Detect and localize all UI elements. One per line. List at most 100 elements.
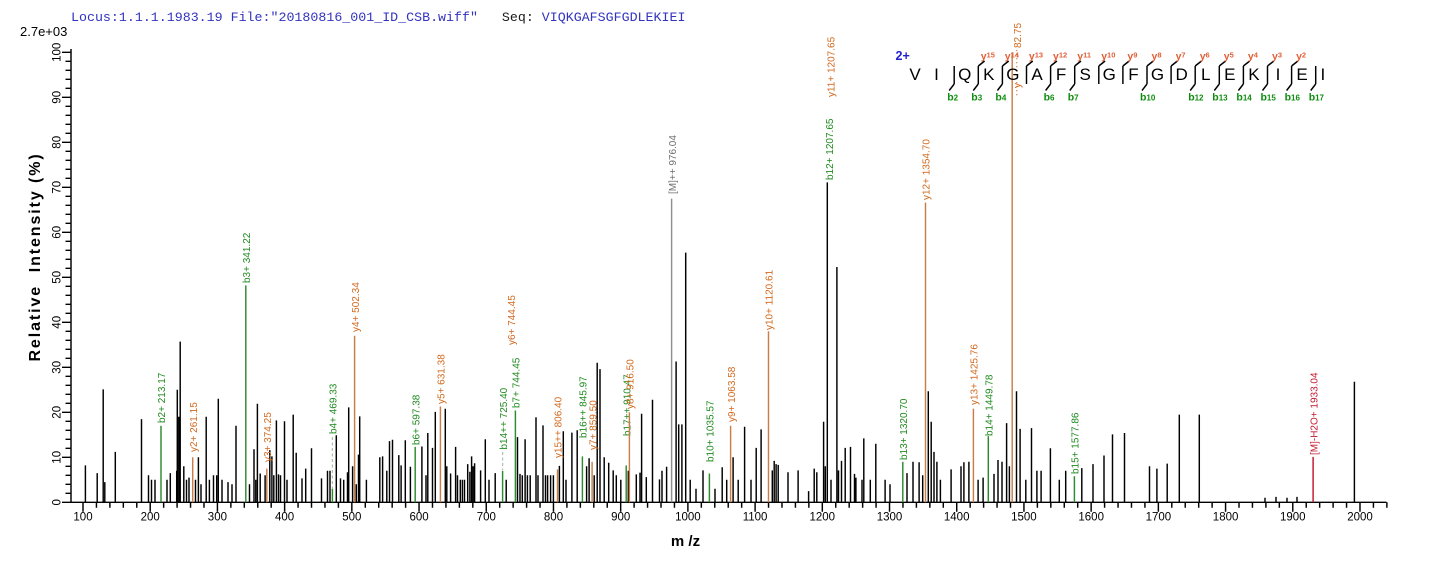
svg-text:400: 400 xyxy=(275,512,294,524)
svg-text:b13: b13 xyxy=(1212,92,1228,104)
svg-text:b17: b17 xyxy=(1309,92,1325,104)
svg-text:y3: y3 xyxy=(1272,51,1282,63)
svg-text:y9: y9 xyxy=(1127,51,1137,63)
svg-text:E: E xyxy=(1224,65,1235,84)
svg-text:b14+ 1449.78: b14+ 1449.78 xyxy=(985,374,996,436)
svg-text:1600: 1600 xyxy=(1078,512,1104,524)
svg-text:30: 30 xyxy=(52,361,64,374)
svg-text:y12: y12 xyxy=(1053,51,1067,63)
svg-text:b16: b16 xyxy=(1285,92,1301,104)
svg-text:G: G xyxy=(1006,65,1019,84)
svg-text:y7: y7 xyxy=(1176,51,1186,63)
svg-text:b17++ 910.47: b17++ 910.47 xyxy=(622,374,633,436)
svg-text:b7+ 744.45: b7+ 744.45 xyxy=(512,357,523,408)
svg-text:b10+ 1035.57: b10+ 1035.57 xyxy=(706,400,717,462)
svg-text:500: 500 xyxy=(342,512,361,524)
svg-text:1700: 1700 xyxy=(1146,512,1172,524)
svg-text:A: A xyxy=(1031,65,1043,84)
svg-text:y5: y5 xyxy=(1224,51,1234,63)
svg-text:200: 200 xyxy=(141,512,160,524)
svg-text:b14++ 725.40: b14++ 725.40 xyxy=(499,387,510,449)
svg-text:L: L xyxy=(1201,65,1210,84)
svg-text:2.7e+03: 2.7e+03 xyxy=(20,24,67,39)
svg-text:F: F xyxy=(1128,65,1138,84)
svg-text:1100: 1100 xyxy=(743,512,768,524)
svg-text:b4: b4 xyxy=(995,92,1006,104)
svg-text:b10: b10 xyxy=(1140,92,1156,104)
svg-text:1400: 1400 xyxy=(944,512,970,524)
svg-text:1800: 1800 xyxy=(1213,512,1239,524)
svg-text:y8: y8 xyxy=(1151,51,1161,63)
svg-text:b15: b15 xyxy=(1261,92,1277,104)
svg-text:10: 10 xyxy=(52,451,64,464)
svg-text:y2: y2 xyxy=(1296,51,1306,63)
svg-text:G: G xyxy=(1103,65,1116,84)
svg-text:2000: 2000 xyxy=(1347,512,1373,524)
svg-text:b6: b6 xyxy=(1044,92,1055,104)
svg-text:100: 100 xyxy=(52,43,64,62)
svg-text:K: K xyxy=(983,65,995,84)
svg-text:300: 300 xyxy=(208,512,227,524)
svg-text:900: 900 xyxy=(611,512,630,524)
svg-text:40: 40 xyxy=(52,316,64,329)
svg-text:b6+ 597.38: b6+ 597.38 xyxy=(411,394,422,445)
svg-text:S: S xyxy=(1080,65,1091,84)
svg-text:y8+ 916.50: y8+ 916.50 xyxy=(626,359,637,409)
svg-text:b4+ 469.33: b4+ 469.33 xyxy=(329,383,340,434)
svg-text:[M]++ 976.04: [M]++ 976.04 xyxy=(668,135,679,194)
svg-text:y6+ 744.45: y6+ 744.45 xyxy=(507,295,518,345)
svg-text:y4+ 502.34: y4+ 502.34 xyxy=(351,282,362,332)
svg-text:D: D xyxy=(1175,65,1187,84)
svg-text:100: 100 xyxy=(73,512,92,524)
svg-text:m /z: m /z xyxy=(671,533,700,550)
svg-text:20: 20 xyxy=(52,406,64,419)
svg-text:80: 80 xyxy=(52,136,64,149)
svg-text:Locus:1.1.1.1983.19 File:"2018: Locus:1.1.1.1983.19 File:"20180816_001_I… xyxy=(71,10,685,25)
svg-text:V: V xyxy=(909,65,921,84)
svg-text:70: 70 xyxy=(52,181,64,194)
svg-text:I: I xyxy=(1276,65,1281,84)
svg-text:I: I xyxy=(934,65,939,84)
svg-text:y13+ 1425.76: y13+ 1425.76 xyxy=(970,344,981,405)
svg-text:600: 600 xyxy=(410,512,429,524)
svg-text:y15++ 806.40: y15++ 806.40 xyxy=(554,396,565,458)
svg-text:50: 50 xyxy=(52,271,64,284)
svg-text:b14: b14 xyxy=(1236,92,1252,104)
svg-text:b3: b3 xyxy=(971,92,982,104)
svg-text:G: G xyxy=(1151,65,1164,84)
svg-text:y11+ 1207.65: y11+ 1207.65 xyxy=(827,36,838,97)
svg-text:K: K xyxy=(1248,65,1260,84)
svg-text:y11: y11 xyxy=(1077,51,1091,63)
svg-text:E: E xyxy=(1296,65,1307,84)
svg-text:1900: 1900 xyxy=(1280,512,1306,524)
svg-text:y5+ 631.38: y5+ 631.38 xyxy=(437,354,448,404)
svg-text:y10+ 1120.61: y10+ 1120.61 xyxy=(765,269,776,330)
svg-text:b13+ 1320.70: b13+ 1320.70 xyxy=(899,398,910,460)
svg-text:700: 700 xyxy=(477,512,496,524)
svg-text:y4: y4 xyxy=(1248,51,1259,63)
svg-text:y3+ 374.25: y3+ 374.25 xyxy=(263,412,274,462)
svg-text:y6: y6 xyxy=(1200,51,1210,63)
svg-text:y13: y13 xyxy=(1029,51,1043,63)
svg-text:1300: 1300 xyxy=(877,512,903,524)
svg-text:y12+ 1354.70: y12+ 1354.70 xyxy=(922,139,933,200)
svg-text:b12+ 1207.65: b12+ 1207.65 xyxy=(825,118,836,180)
svg-text:0: 0 xyxy=(52,499,64,505)
svg-text:b16++ 845.97: b16++ 845.97 xyxy=(579,376,590,438)
svg-text:90: 90 xyxy=(52,91,64,104)
svg-text:b7: b7 xyxy=(1068,92,1079,104)
svg-text:800: 800 xyxy=(544,512,563,524)
svg-text:b2: b2 xyxy=(947,92,958,104)
svg-text:y9+ 1063.58: y9+ 1063.58 xyxy=(727,366,738,422)
svg-text:b12: b12 xyxy=(1188,92,1204,104)
svg-text:F: F xyxy=(1056,65,1066,84)
svg-text:82.75: 82.75 xyxy=(1013,23,1024,48)
svg-text:Relative Intensity (%): Relative Intensity (%) xyxy=(27,152,44,361)
svg-text:b15+ 1577.86: b15+ 1577.86 xyxy=(1071,412,1082,474)
svg-text:y2+ 261.15: y2+ 261.15 xyxy=(189,402,200,452)
svg-text:1200: 1200 xyxy=(810,512,836,524)
svg-text:y15: y15 xyxy=(981,51,995,63)
svg-text:Q: Q xyxy=(958,65,971,84)
svg-text:b2+ 213.17: b2+ 213.17 xyxy=(157,372,168,423)
svg-text:60: 60 xyxy=(52,226,64,239)
